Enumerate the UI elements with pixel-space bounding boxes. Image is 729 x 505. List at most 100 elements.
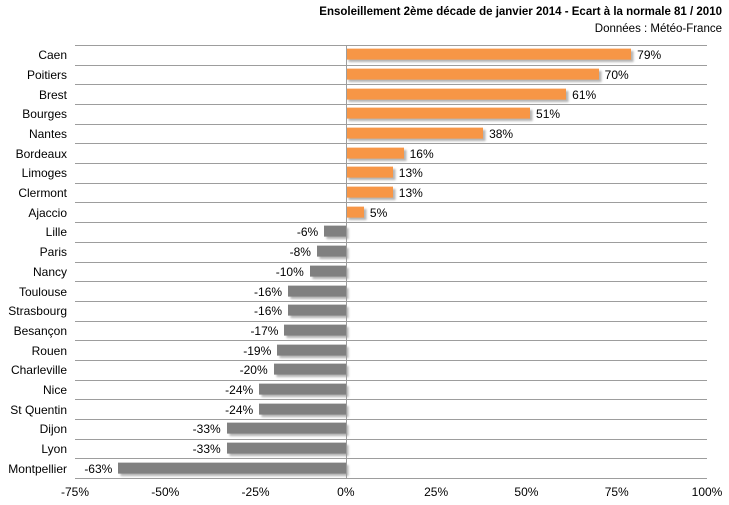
bar-negative <box>309 265 346 277</box>
category-label: Nancy <box>32 264 67 279</box>
category-row: Lille -6% <box>46 222 707 242</box>
value-label: 38% <box>489 127 514 142</box>
category-row: Strasbourg -16% <box>8 300 707 321</box>
category-row: Montpellier -63% <box>8 458 707 478</box>
chart-title-block: Ensoleillement 2ème décade de janvier 20… <box>319 4 722 37</box>
bar-negative <box>259 403 346 415</box>
category-row: Clermont 13% <box>18 182 707 203</box>
bar-positive <box>345 68 599 80</box>
value-label: -8% <box>289 245 311 260</box>
value-label: -16% <box>254 284 283 299</box>
category-label: Montpellier <box>8 461 67 476</box>
category-label: Nantes <box>28 127 67 142</box>
category-row: Charleville -20% <box>11 359 707 380</box>
category-label: Lyon <box>41 441 67 456</box>
value-label: 70% <box>604 68 629 82</box>
category-label: Poitiers <box>26 68 67 82</box>
bar-negative <box>259 383 346 395</box>
value-label: -33% <box>192 422 221 437</box>
bar-positive <box>345 127 484 139</box>
x-axis-tick-label: -25% <box>241 485 270 499</box>
category-label: Caen <box>38 48 67 63</box>
value-label: -10% <box>275 264 304 279</box>
bar-negative <box>284 324 346 336</box>
category-row: Nice -24% <box>43 379 707 400</box>
category-label: Dijon <box>39 422 67 437</box>
category-row: Rouen -19% <box>32 340 707 360</box>
category-row: St Quentin -24% <box>10 399 707 419</box>
bar-positive <box>345 167 393 179</box>
category-row: Lyon -33% <box>41 438 707 459</box>
bar-negative <box>288 285 346 297</box>
value-label: 13% <box>398 186 423 201</box>
category-row: Bordeaux 16% <box>16 143 707 163</box>
category-row: Caen 79% <box>38 45 707 65</box>
category-label: Toulouse <box>18 284 67 299</box>
value-label: 79% <box>637 48 662 63</box>
value-label: -16% <box>254 304 283 319</box>
category-label: Clermont <box>18 186 67 201</box>
value-label: 51% <box>536 107 561 122</box>
x-axis-tick-label: 100% <box>691 485 723 499</box>
value-label: -20% <box>239 363 268 378</box>
category-label: Ajaccio <box>28 205 67 220</box>
value-label: -19% <box>243 343 272 358</box>
bar-negative <box>118 462 346 474</box>
plot-area: Caen 79% Poitiers 70% Brest 61% Bourges 51% Nant… <box>8 45 722 499</box>
category-row: Toulouse -16% <box>19 281 707 301</box>
zero-axis-line <box>345 45 347 478</box>
x-axis-tick-label: -50% <box>151 485 180 499</box>
bar-negative <box>288 304 346 316</box>
value-label: -6% <box>296 225 319 240</box>
chart-title: Ensoleillement 2ème décade de janvier 20… <box>319 6 722 18</box>
value-label: 16% <box>409 146 434 161</box>
category-label: St Quentin <box>10 402 67 417</box>
bar-positive <box>345 147 404 159</box>
value-label: -24% <box>225 402 254 417</box>
category-row: Poitiers 70% <box>27 64 707 85</box>
value-label: -63% <box>84 461 113 476</box>
category-row: Paris -8% <box>40 241 707 262</box>
category-label: Paris <box>39 245 67 260</box>
x-axis-tick-label: 75% <box>604 485 629 499</box>
chart-subtitle: Données : Météo-France <box>594 23 722 35</box>
x-axis-tick-label: -75% <box>60 485 90 499</box>
category-label: Brest <box>38 87 67 102</box>
bar-positive <box>345 48 632 60</box>
x-axis-tick-label: 0% <box>337 485 355 499</box>
bar-positive <box>345 107 531 119</box>
category-row: Besançon -17% <box>14 320 707 341</box>
category-row: Dijon -33% <box>40 418 707 439</box>
bar-negative <box>226 442 346 454</box>
category-label: Limoges <box>21 166 67 181</box>
x-axis-tick-label: 50% <box>514 485 539 499</box>
value-label: -33% <box>192 441 221 456</box>
bar-negative <box>226 422 346 434</box>
bar-negative <box>324 226 346 238</box>
category-label: Besançon <box>13 323 67 338</box>
category-label: Nice <box>42 382 67 397</box>
category-row: Nantes 38% <box>29 123 707 144</box>
bar-positive <box>345 206 364 218</box>
x-axis-tick-label: 25% <box>424 485 449 499</box>
category-row: Bourges 51% <box>22 104 707 124</box>
bar-negative <box>273 363 346 375</box>
category-label: Lille <box>45 225 67 240</box>
bar-positive <box>345 186 393 198</box>
value-label: 61% <box>572 87 597 102</box>
category-label: Rouen <box>31 343 67 358</box>
category-row: Limoges 13% <box>22 163 707 183</box>
bar-positive <box>345 88 567 100</box>
category-label: Strasbourg <box>8 304 67 319</box>
category-row: Brest 61% <box>39 84 707 104</box>
category-label: Bourges <box>22 107 67 122</box>
bar-negative <box>277 344 346 356</box>
category-row: Nancy -10% <box>33 261 707 282</box>
value-label: 5% <box>369 205 388 220</box>
category-label: Charleville <box>10 363 67 378</box>
bar-negative <box>316 245 346 257</box>
value-label: 13% <box>398 166 423 181</box>
category-row: Ajaccio 5% <box>28 202 707 222</box>
value-label: -24% <box>225 382 254 397</box>
